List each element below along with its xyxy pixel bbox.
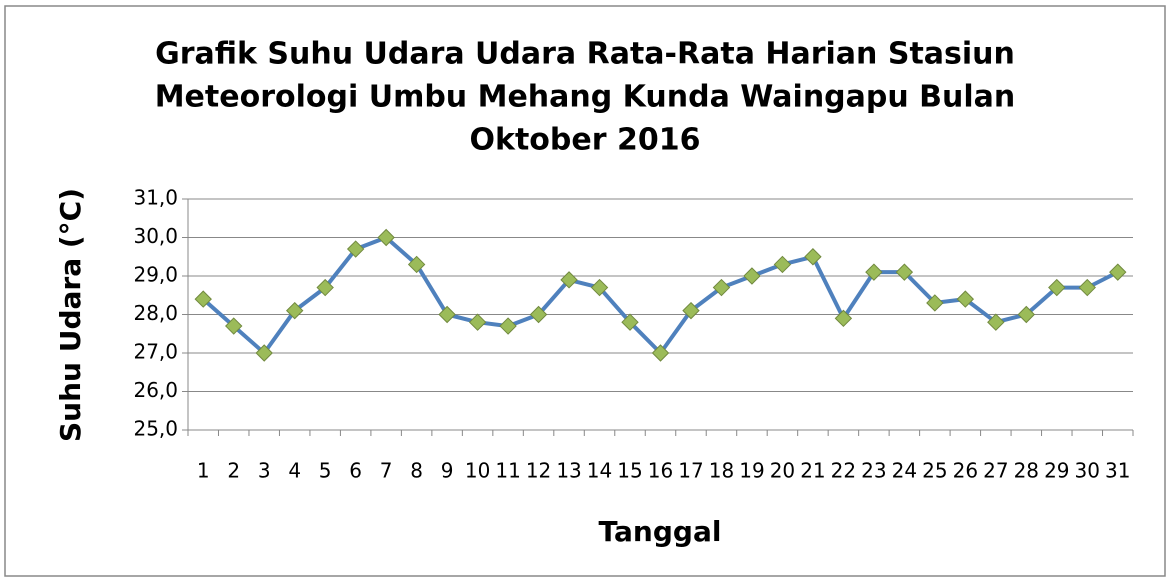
data-point — [1078, 278, 1096, 297]
data-point — [1017, 305, 1036, 324]
x-tick-label: 21 — [800, 459, 825, 483]
x-axis-title: Tanggal — [599, 515, 722, 548]
data-point — [926, 294, 944, 312]
x-tick-label: 24 — [892, 459, 917, 483]
y-tick-label: 25,0 — [133, 417, 178, 441]
x-tick-label: 11 — [495, 459, 520, 483]
x-tick-label: 29 — [1044, 459, 1069, 483]
data-point — [194, 290, 212, 308]
data-point — [225, 317, 243, 335]
x-tick-label: 30 — [1075, 459, 1100, 483]
x-tick-label: 31 — [1105, 459, 1130, 483]
x-tick-label: 3 — [258, 459, 271, 483]
data-point — [285, 301, 304, 320]
x-tick-label: 19 — [739, 459, 764, 483]
x-tick-label: 9 — [441, 459, 454, 483]
y-axis-title: Suhu Udara (°C) — [54, 188, 87, 442]
data-point — [956, 290, 975, 308]
data-point — [1048, 278, 1066, 297]
x-tick-label: 18 — [709, 459, 734, 483]
x-tick-label: 6 — [349, 459, 362, 483]
x-tick-label: 25 — [922, 459, 947, 483]
data-point — [346, 240, 365, 258]
x-tick-label: 8 — [410, 459, 423, 483]
y-tick-label: 27,0 — [133, 340, 178, 364]
x-tick-label: 7 — [380, 459, 393, 483]
data-point — [621, 313, 639, 331]
chart-title: Oktober 2016 — [470, 123, 701, 158]
data-point — [682, 301, 700, 320]
chart-title: Grafik Suhu Udara Udara Rata-Rata Harian… — [155, 37, 1015, 72]
y-tick-label: 29,0 — [133, 263, 178, 287]
data-point — [438, 305, 456, 324]
data-point — [407, 255, 426, 274]
x-tick-label: 12 — [526, 459, 551, 483]
x-tick-label: 17 — [678, 459, 703, 483]
x-tick-label: 23 — [861, 459, 886, 483]
x-tick-label: 27 — [983, 459, 1008, 483]
chart-title: Meteorologi Umbu Mehang Kunda Waingapu B… — [155, 80, 1016, 115]
x-tick-label: 5 — [319, 459, 332, 483]
x-tick-label: 14 — [587, 459, 612, 483]
y-tick-label: 31,0 — [133, 186, 178, 210]
y-tick-label: 28,0 — [133, 301, 178, 325]
data-point — [377, 228, 395, 247]
data-point — [590, 278, 609, 297]
x-tick-label: 4 — [288, 459, 301, 483]
x-tick-label: 10 — [465, 459, 490, 483]
data-point — [712, 278, 731, 297]
data-point — [560, 271, 578, 289]
data-point — [865, 263, 883, 281]
data-point — [255, 344, 273, 362]
data-point — [743, 267, 761, 285]
data-point — [651, 344, 670, 362]
data-point — [895, 263, 914, 281]
y-tick-label: 26,0 — [133, 378, 178, 402]
y-tick-label: 30,0 — [133, 224, 178, 248]
data-point — [834, 309, 853, 328]
x-tick-label: 2 — [227, 459, 240, 483]
data-point — [1109, 263, 1127, 281]
x-tick-label: 28 — [1014, 459, 1039, 483]
data-point — [468, 313, 487, 331]
data-point — [316, 278, 334, 297]
x-tick-label: 15 — [617, 459, 642, 483]
x-tick-label: 26 — [953, 459, 978, 483]
data-point — [499, 317, 517, 335]
x-tick-label: 20 — [770, 459, 795, 483]
x-tick-label: 22 — [831, 459, 856, 483]
x-tick-label: 13 — [556, 459, 581, 483]
data-point — [804, 248, 822, 266]
data-point — [529, 305, 548, 324]
data-point — [773, 255, 792, 274]
data-point — [987, 313, 1005, 331]
x-tick-label: 16 — [648, 459, 673, 483]
x-tick-label: 1 — [197, 459, 210, 483]
chart-border — [4, 5, 1166, 577]
